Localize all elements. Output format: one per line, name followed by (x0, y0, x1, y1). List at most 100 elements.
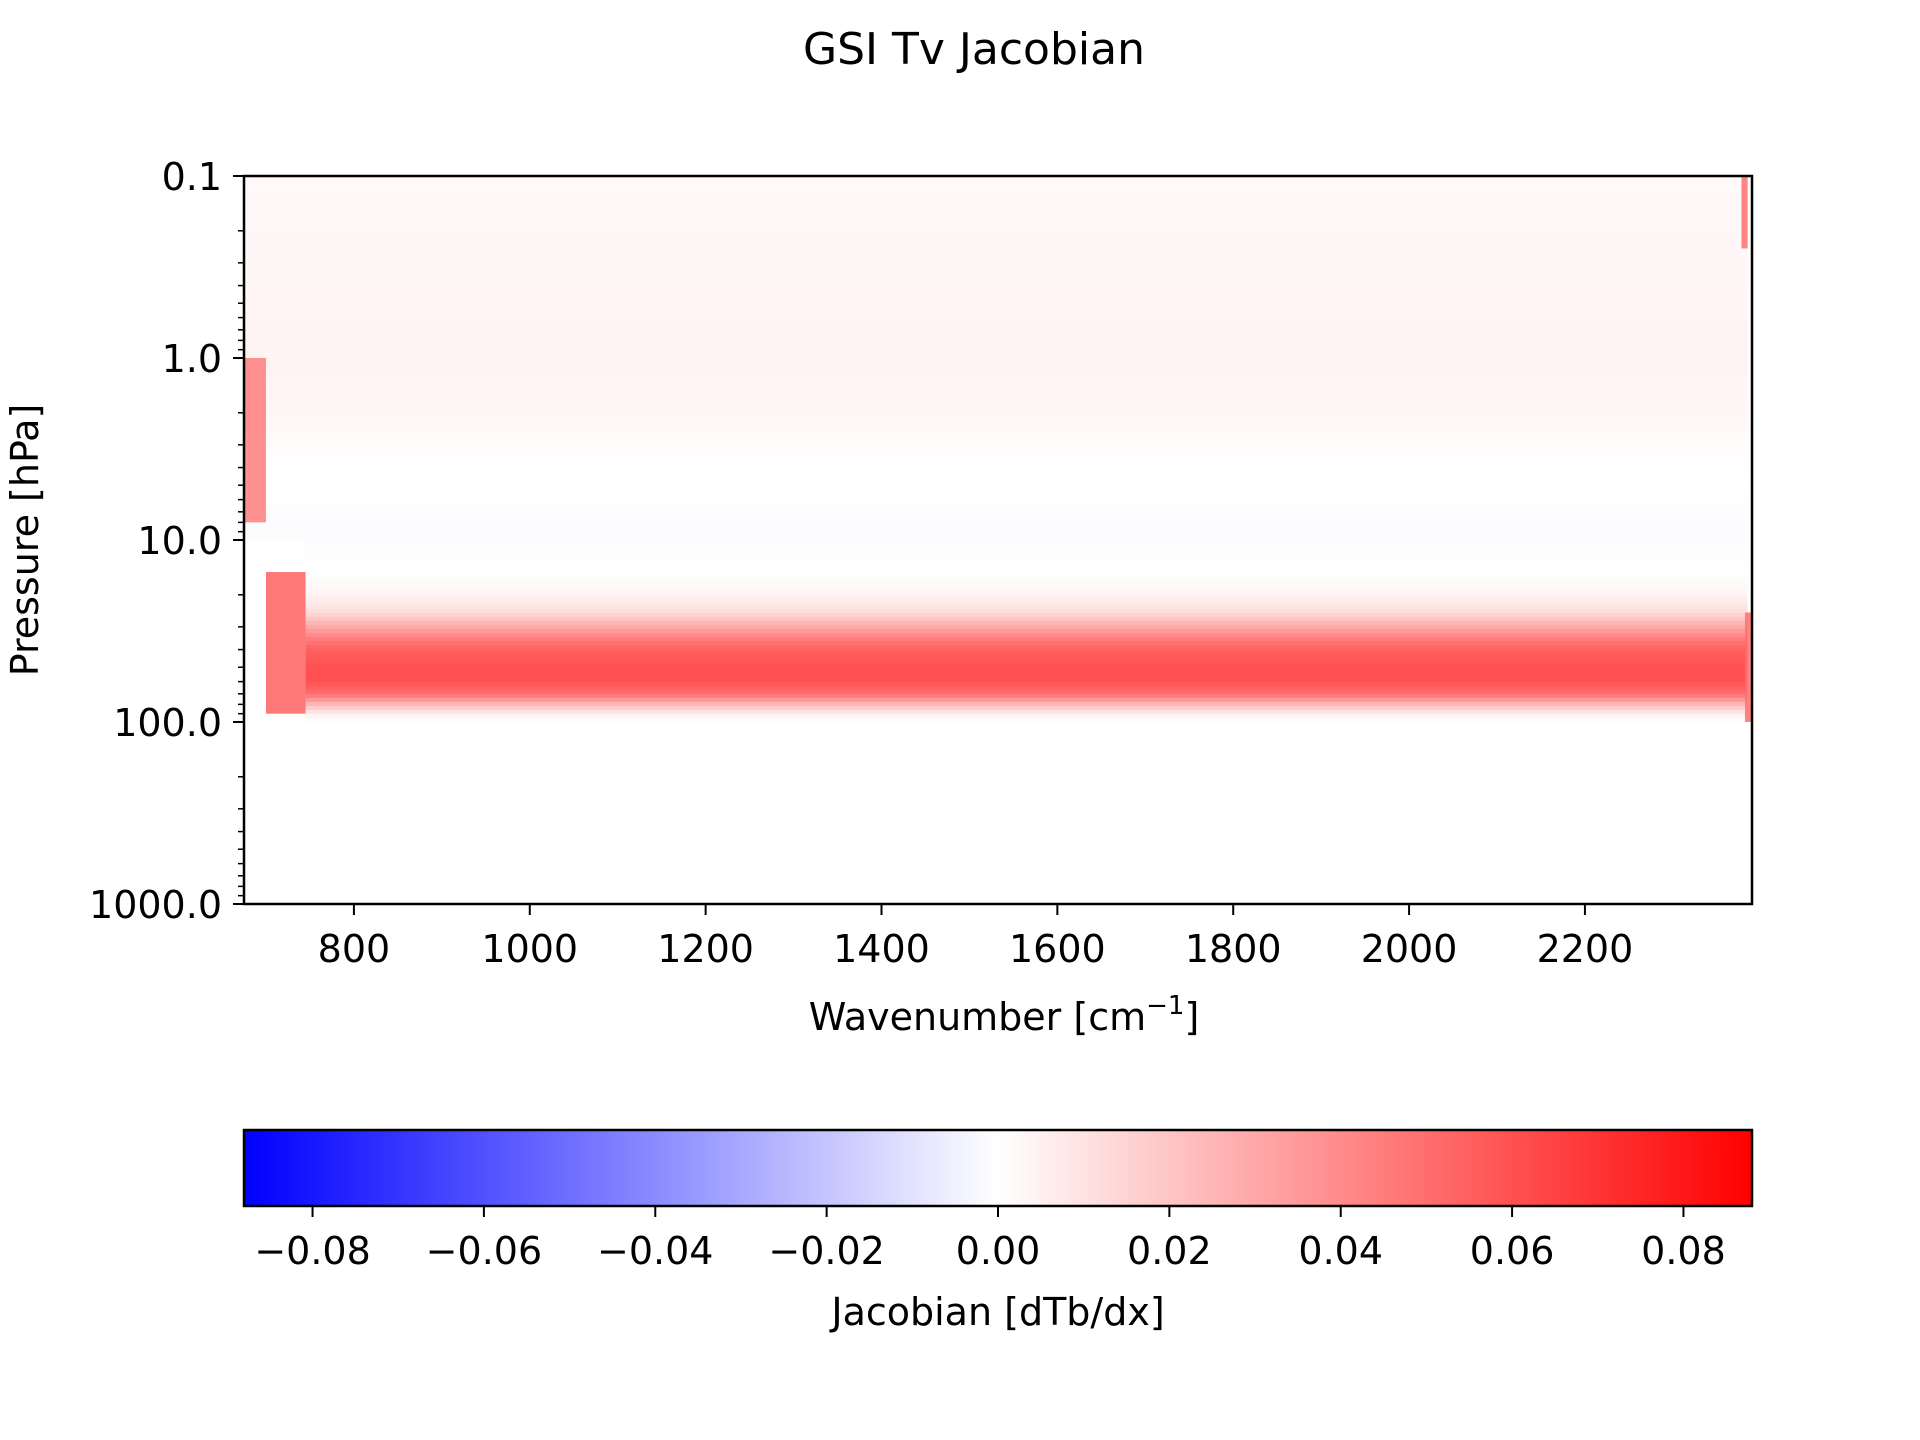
heatmap-row (305, 661, 1748, 666)
heatmap-row (305, 422, 1748, 428)
heatmap-row (305, 451, 1748, 456)
y-tick-label: 1.0 (162, 337, 222, 381)
heatmap-cells (244, 176, 1752, 723)
heatmap-row-edge (244, 285, 306, 290)
colorbar-label: Jacobian [dTb/dx] (829, 1290, 1164, 1334)
heatmap-row (305, 398, 1748, 404)
heatmap-row-edge (244, 390, 306, 395)
colorbar-tick-label: 0.04 (1298, 1229, 1383, 1273)
heatmap-edge-feature (265, 572, 306, 714)
heatmap-row-edge (244, 519, 306, 525)
x-tick-label: 1800 (1185, 927, 1282, 971)
heatmap-row (305, 386, 1748, 391)
heatmap-row (305, 628, 1748, 634)
heatmap-row (305, 434, 1748, 440)
heatmap-row-edge (244, 527, 306, 533)
heatmap-row (305, 269, 1748, 274)
colorbar-tick-label: 0.02 (1127, 1229, 1212, 1273)
heatmap-row (305, 499, 1748, 505)
heatmap-row (305, 455, 1748, 460)
heatmap-row (305, 418, 1748, 424)
heatmap-row (305, 337, 1748, 343)
x-tick-label: 1200 (657, 927, 754, 971)
heatmap-row (305, 313, 1748, 319)
heatmap-row (305, 236, 1748, 242)
heatmap-row-edge (244, 204, 306, 209)
heatmap-row (305, 584, 1748, 590)
heatmap-row (305, 596, 1748, 602)
heatmap-row (305, 244, 1748, 250)
y-tick-label: 10.0 (137, 519, 222, 563)
heatmap-row (305, 329, 1748, 335)
heatmap-row-edge (244, 507, 306, 513)
heatmap-row-edge (244, 459, 306, 464)
heatmap-row-edge (244, 471, 306, 476)
heatmap-row-edge (244, 297, 306, 302)
heatmap-row-edge (244, 293, 306, 298)
y-axis-label: Pressure [hPa] (3, 404, 47, 677)
heatmap-row (305, 641, 1748, 646)
heatmap-row-edge (244, 402, 306, 408)
heatmap-row (305, 176, 1748, 181)
heatmap-row (305, 390, 1748, 395)
heatmap-row (305, 293, 1748, 298)
y-axis: 0.1 1.0 10.0 100.0 1000.0 (89, 155, 244, 927)
heatmap-row-edge (244, 200, 306, 205)
heatmap-row (305, 358, 1748, 363)
heatmap-row (305, 657, 1748, 662)
heatmap-row-edge (244, 337, 306, 343)
colorbar-gradient (242, 1128, 1754, 1208)
heatmap-row-edge (244, 224, 306, 230)
heatmap-row (305, 264, 1748, 270)
heatmap-row (305, 689, 1748, 695)
heatmap-row-edge (244, 491, 306, 497)
heatmap-row-edge (244, 309, 306, 315)
heatmap-row-edge (244, 264, 306, 270)
heatmap-row (305, 204, 1748, 209)
heatmap-row (305, 713, 1748, 719)
heatmap-row-edge (244, 208, 306, 213)
heatmap-row (305, 224, 1748, 230)
heatmap-row (305, 196, 1748, 201)
heatmap-row (305, 649, 1748, 654)
heatmap-row (305, 527, 1748, 533)
heatmap-row-edge (244, 515, 306, 521)
heatmap-row (305, 184, 1748, 189)
heatmap-row (305, 523, 1748, 529)
heatmap-row-edge (244, 216, 306, 222)
heatmap-row (305, 580, 1748, 586)
heatmap-row-edge (244, 345, 306, 351)
heatmap-row (305, 531, 1748, 537)
heatmap-row-edge (244, 252, 306, 258)
heatmap-row (305, 378, 1748, 383)
heatmap-row-edge (244, 353, 306, 359)
heatmap-row (305, 394, 1748, 400)
x-axis-label-superscript: −1 (1146, 991, 1184, 1021)
heatmap-row-edge (244, 495, 306, 501)
x-tick-label: 1600 (1009, 927, 1106, 971)
heatmap-row-edge (244, 180, 306, 185)
heatmap-row (305, 503, 1748, 509)
y-tick-label: 100.0 (113, 701, 222, 745)
x-tick-label: 1000 (481, 927, 578, 971)
x-tick-label: 2200 (1537, 927, 1634, 971)
heatmap-row (305, 309, 1748, 315)
heatmap-row-edge (244, 418, 306, 424)
heatmap-row (305, 366, 1748, 371)
heatmap-row (305, 260, 1748, 266)
heatmap-row (305, 192, 1748, 197)
x-tick-label: 800 (318, 927, 391, 971)
heatmap-row-edge (244, 192, 306, 197)
heatmap-row (305, 624, 1748, 630)
heatmap-row (305, 616, 1748, 622)
heatmap-row (305, 208, 1748, 213)
heatmap-row (305, 681, 1748, 687)
heatmap-row-edge (244, 240, 306, 246)
heatmap-row-edge (244, 196, 306, 201)
heatmap-row-edge (244, 333, 306, 339)
heatmap-row (305, 511, 1748, 517)
heatmap-row-edge (244, 220, 306, 226)
heatmap-row (305, 693, 1748, 699)
heatmap-row (305, 697, 1748, 703)
